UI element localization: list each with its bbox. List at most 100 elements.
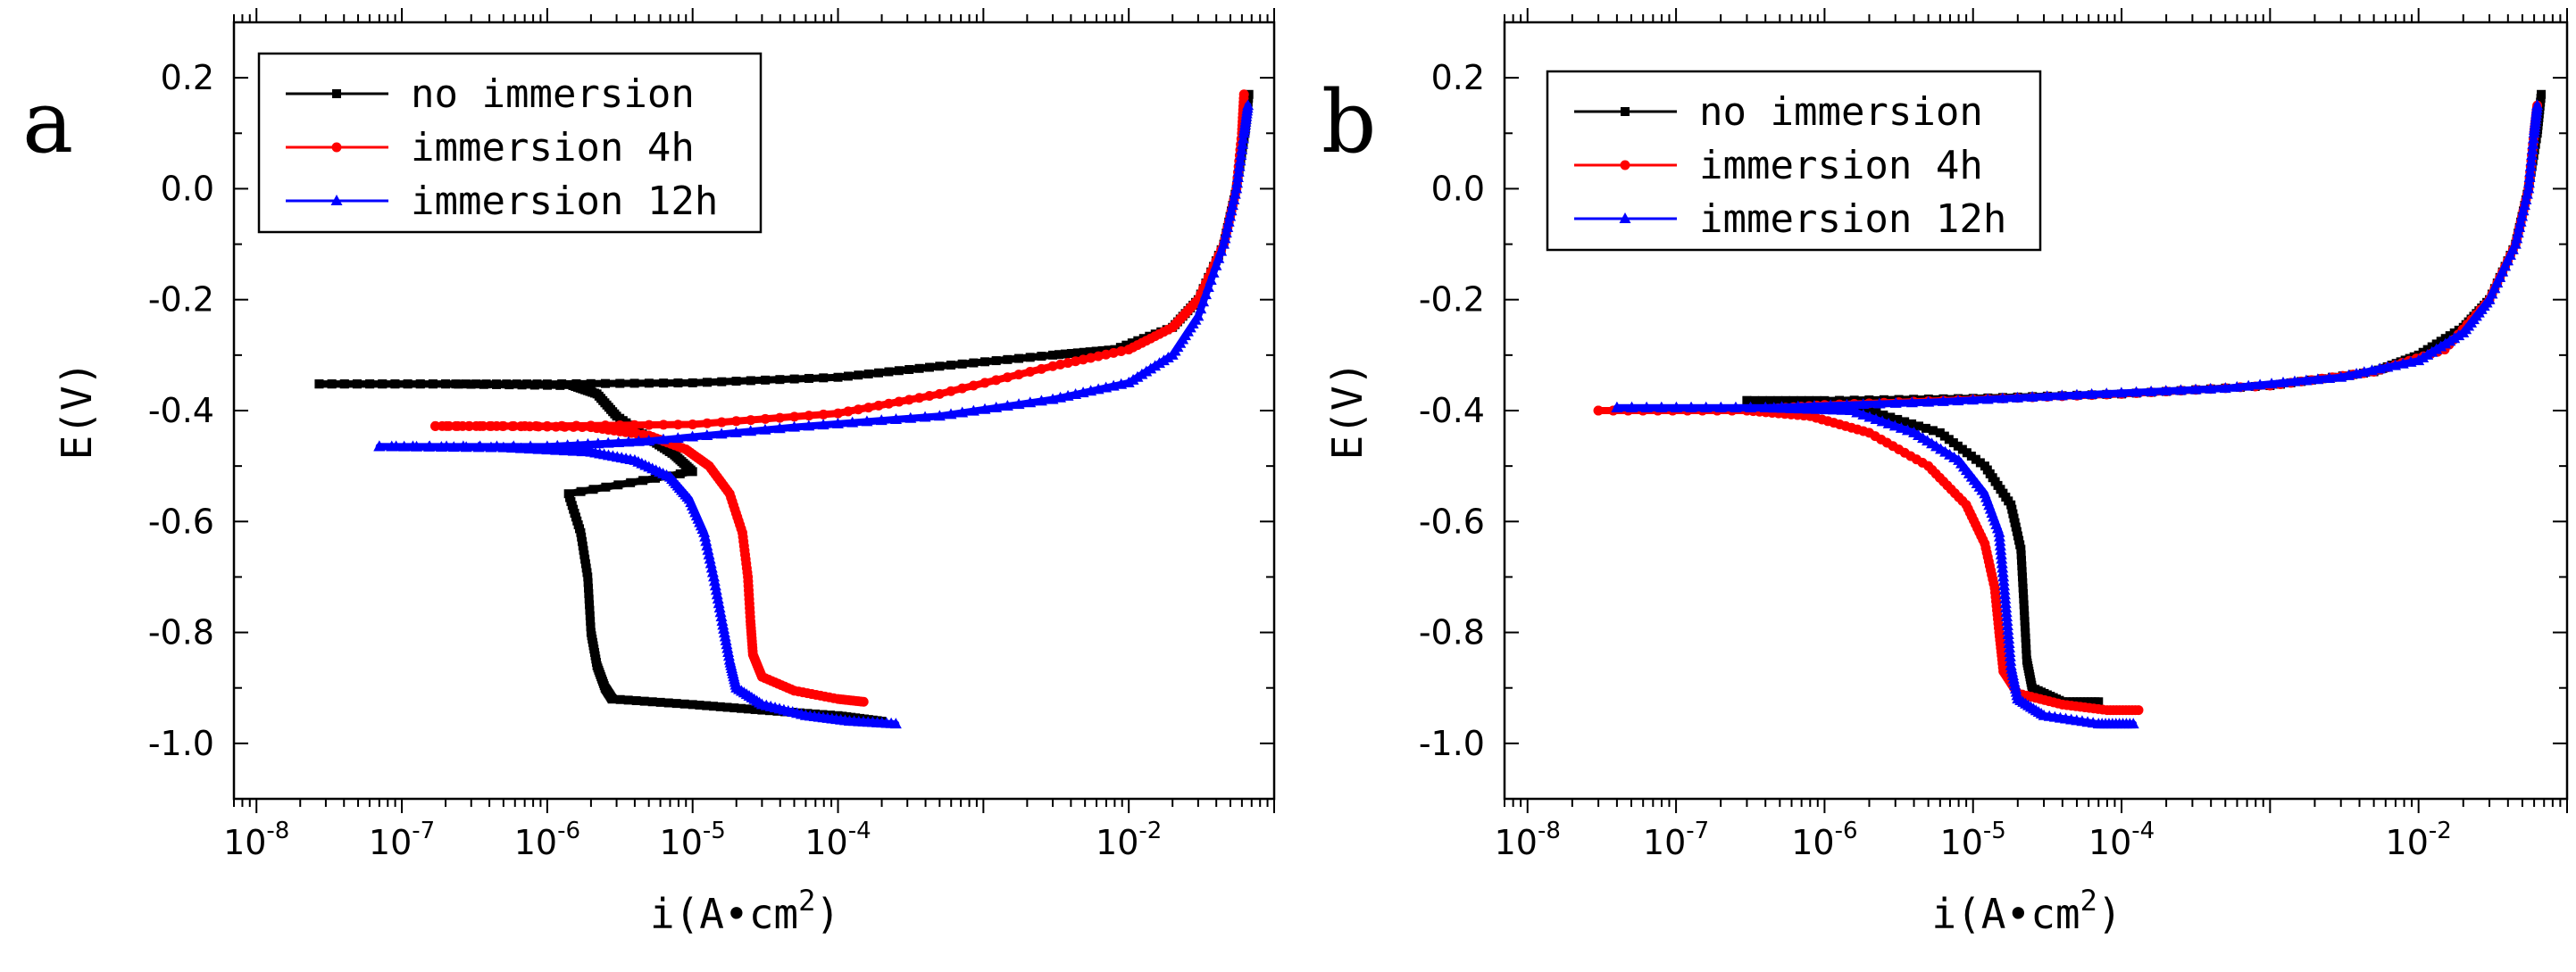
data-point	[709, 702, 719, 711]
data-point	[1195, 303, 1207, 314]
data-point	[2504, 249, 2516, 260]
data-point	[1036, 363, 1046, 374]
data-point	[1742, 395, 1752, 405]
data-point	[1055, 359, 1066, 370]
data-point	[1222, 215, 1235, 227]
data-point	[1231, 177, 1244, 188]
data-point	[378, 379, 388, 389]
data-point	[522, 379, 532, 389]
data-point	[979, 403, 991, 414]
data-point	[373, 440, 386, 452]
data-point	[2526, 143, 2538, 154]
data-point	[585, 600, 595, 610]
data-point	[647, 697, 657, 707]
data-point	[1967, 394, 1980, 405]
data-point	[1071, 356, 1081, 367]
data-point	[819, 373, 829, 383]
data-point	[588, 485, 598, 494]
data-point	[731, 377, 741, 386]
data-point	[1054, 350, 1063, 360]
data-point	[1060, 349, 1070, 359]
data-point	[1003, 354, 1013, 364]
data-point	[1093, 351, 1104, 361]
data-point	[1218, 237, 1230, 249]
data-point	[2522, 177, 2535, 188]
data-point	[717, 377, 727, 386]
data-point	[2488, 282, 2501, 294]
y-tick-label: -0.8	[148, 613, 214, 652]
data-point	[914, 393, 925, 403]
data-point	[2435, 340, 2447, 352]
data-point	[2516, 210, 2529, 221]
data-point	[1228, 193, 1240, 204]
data-point	[957, 383, 968, 394]
data-point	[1948, 438, 1958, 448]
data-point	[663, 698, 673, 708]
data-point	[463, 420, 474, 431]
data-point	[2518, 199, 2530, 211]
data-point	[1900, 417, 1910, 427]
data-point	[622, 436, 635, 447]
data-point	[2018, 577, 2028, 587]
data-point	[1921, 423, 1930, 433]
data-point	[542, 379, 552, 389]
data-point	[722, 702, 732, 712]
data-point	[2071, 388, 2083, 400]
data-point	[571, 378, 581, 388]
data-point	[715, 428, 728, 439]
data-point	[933, 410, 946, 421]
chart-panel-b: b 0.20.0-0.2-0.4-0.6-0.8-1.010-8 10-7 10-6 1…	[1321, 8, 2569, 938]
data-point	[679, 699, 689, 709]
data-point	[2019, 600, 2029, 610]
data-point	[2205, 382, 2217, 394]
data-point	[586, 420, 596, 431]
y-tick-label: -0.2	[1419, 280, 1485, 320]
data-point	[1237, 137, 1249, 149]
data-point	[671, 432, 684, 444]
data-point	[1091, 346, 1101, 356]
legend-entry: immersion 12h	[411, 179, 718, 224]
data-point	[512, 379, 521, 389]
data-point	[737, 703, 746, 713]
data-point	[969, 358, 979, 368]
data-point	[615, 694, 625, 704]
data-point	[1975, 458, 1985, 468]
data-point	[629, 378, 639, 388]
data-point	[586, 627, 596, 637]
data-point	[1202, 281, 1214, 293]
data-point	[854, 370, 863, 380]
data-point	[905, 365, 914, 375]
data-point	[629, 420, 640, 430]
data-point	[914, 363, 924, 373]
data-point	[2453, 329, 2465, 341]
data-point	[1213, 252, 1225, 263]
x-tick-label: 10-6	[1791, 818, 1857, 862]
x-tick-label: 10-6	[514, 818, 580, 862]
data-point	[486, 420, 496, 431]
y-tick-label: 0.2	[161, 58, 214, 97]
data-point	[1997, 392, 2009, 403]
data-point	[453, 420, 463, 431]
data-point	[1966, 451, 1976, 461]
series-line	[1595, 407, 2142, 714]
data-point	[702, 418, 713, 428]
data-point	[1230, 182, 1243, 194]
data-point	[1935, 428, 1945, 437]
legend-marker	[332, 89, 341, 98]
data-point	[2026, 391, 2038, 403]
data-point	[702, 378, 712, 387]
data-point	[508, 420, 519, 431]
y-tick-label: -0.4	[1419, 391, 1485, 430]
data-point	[1593, 405, 1604, 416]
data-point	[833, 372, 843, 382]
data-point	[542, 420, 553, 431]
x-tick-label: 10-4	[2088, 818, 2155, 862]
data-point	[1714, 401, 1727, 412]
x-tick-label: 10-7	[1643, 818, 1709, 862]
data-point	[2055, 389, 2068, 401]
y-axis-title: E(V)	[1323, 361, 1371, 461]
series-immersion-12h	[1611, 99, 2544, 729]
data-point	[639, 696, 649, 706]
data-point	[1078, 354, 1088, 365]
